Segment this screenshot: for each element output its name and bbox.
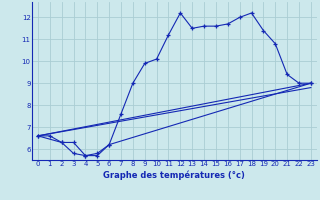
X-axis label: Graphe des températures (°c): Graphe des températures (°c) [103, 170, 245, 180]
